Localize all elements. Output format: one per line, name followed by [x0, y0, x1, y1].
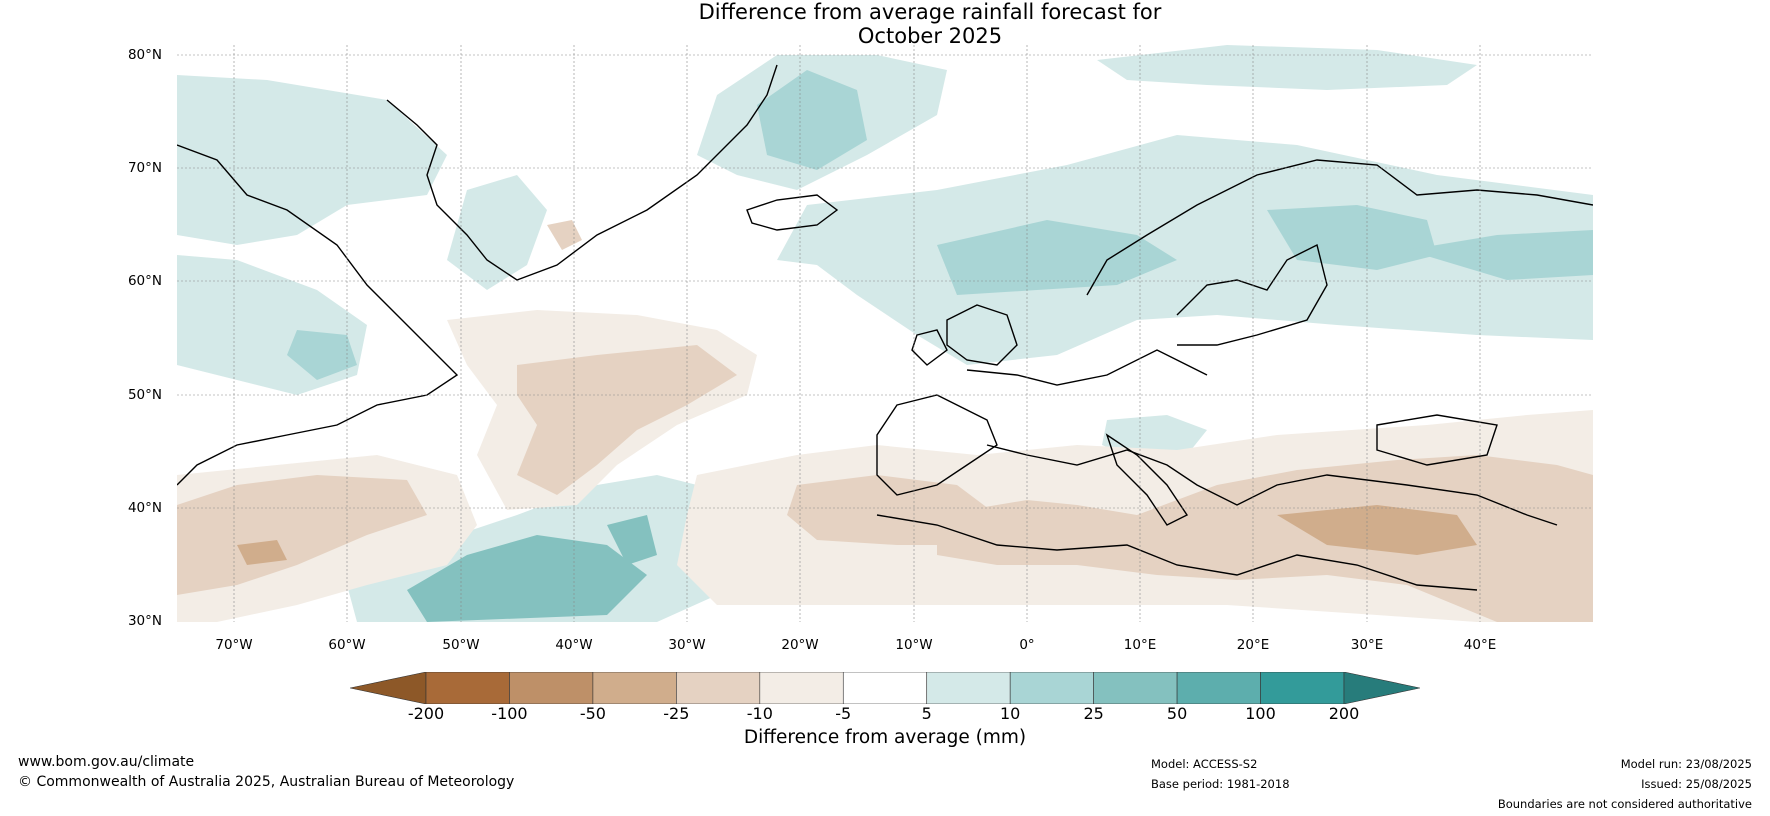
- colorbar-tick-label: -5: [835, 704, 852, 723]
- dry-region-newfoundland-south-core2: [237, 540, 287, 565]
- coastlines: [177, 64, 1593, 591]
- coastline-north-africa: [876, 514, 1478, 591]
- wet-region-barents: [1097, 45, 1477, 90]
- colorbar-tick-label: 50: [1166, 704, 1188, 723]
- wet-region-russia-east: [1407, 230, 1593, 280]
- coastline-north-america: [177, 144, 459, 486]
- colorbar-segment: [676, 672, 761, 704]
- lon-label-60w: 60°W: [328, 637, 366, 653]
- lat-label-30n: 30°N: [127, 613, 162, 629]
- colorbar-tick-label: -200: [407, 704, 445, 723]
- colorbar-segment: [1093, 672, 1178, 704]
- coastline-italy: [1105, 433, 1189, 526]
- lat-label-70n: 70°N: [127, 160, 162, 176]
- colorbar-segments: [425, 672, 1345, 704]
- colorbar-segment: [592, 672, 677, 704]
- footer-base-period: Base period: 1981-2018: [1151, 777, 1290, 791]
- colorbar-tick-label: 25: [1083, 704, 1104, 723]
- dry-region-greenland-spot: [547, 220, 582, 250]
- colorbar-tick-label: 100: [1245, 704, 1276, 723]
- colorbar-label: Difference from average (mm): [743, 727, 1027, 748]
- coastline-europe-west: [966, 349, 1208, 386]
- graticule: [177, 45, 1593, 622]
- wet-region-scandinavia-core: [937, 220, 1177, 295]
- lat-label-50n: 50°N: [127, 387, 162, 403]
- colorbar-segment: [1260, 672, 1345, 704]
- dry-anomaly-regions: [177, 220, 1593, 622]
- coastline-scandinavia: [1086, 159, 1593, 296]
- colorbar-segment: [509, 672, 594, 704]
- coastline-greenland: [386, 64, 778, 281]
- coastline-ireland: [911, 329, 948, 366]
- lat-label-60n: 60°N: [127, 273, 162, 289]
- wet-region-atlantic-south-core: [407, 535, 647, 622]
- dry-region-north-africa-core: [937, 455, 1593, 622]
- colorbar-segment: [1009, 672, 1094, 704]
- lon-label-0: 0°: [1019, 637, 1035, 653]
- colorbar-segment: [425, 672, 510, 704]
- lon-label-70w: 70°W: [215, 637, 253, 653]
- lon-label-40e: 40°E: [1463, 637, 1497, 653]
- lon-label-10w: 10°W: [895, 637, 933, 653]
- lon-label-30w: 30°W: [668, 637, 706, 653]
- wet-anomaly-regions: [177, 45, 1593, 622]
- lon-label-20w: 20°W: [781, 637, 819, 653]
- lon-label-50w: 50°W: [442, 637, 480, 653]
- coastline-britain: [946, 304, 1018, 366]
- colorbar: [350, 672, 1420, 704]
- colorbar-segment: [842, 672, 928, 704]
- colorbar-tick-label: -25: [663, 704, 690, 723]
- wet-region-canada-arctic: [177, 75, 447, 245]
- wet-region-labrador-core: [287, 330, 357, 380]
- lon-label-40w: 40°W: [555, 637, 593, 653]
- coastline-med-north: [986, 444, 1558, 526]
- footer-disclaimer: Boundaries are not considered authoritat…: [1497, 797, 1752, 811]
- footer-model: Model: ACCESS-S2: [1151, 757, 1258, 771]
- coastline-iberia: [876, 394, 998, 496]
- lon-label-30e: 30°E: [1350, 637, 1384, 653]
- footer-copyright: © Commonwealth of Australia 2025, Austra…: [18, 774, 515, 790]
- coastline-scandinavia-south: [1176, 243, 1328, 346]
- map-title: Difference from average rainfall forecas…: [0, 0, 1770, 48]
- coastline-iceland: [746, 194, 839, 231]
- wet-region-greenland-east-core: [757, 70, 867, 170]
- lat-label-40n: 40°N: [127, 500, 162, 516]
- coastline-black-sea: [1376, 414, 1498, 466]
- colorbar-tick-label: -50: [579, 704, 606, 723]
- footer-website: www.bom.gov.au/climate: [18, 754, 195, 770]
- colorbar-tick-label: 10: [999, 704, 1021, 723]
- wet-region-atlantic-south-core2: [607, 515, 657, 565]
- footer-issued: Issued: 25/08/2025: [1641, 777, 1752, 791]
- colorbar-tick-label: -100: [491, 704, 528, 723]
- colorbar-segment: [759, 672, 844, 704]
- wet-region-finland-core: [1267, 205, 1437, 270]
- rainfall-anomaly-map: [177, 45, 1593, 622]
- lon-label-20e: 20°E: [1236, 637, 1270, 653]
- lat-label-80n: 80°N: [127, 47, 162, 63]
- dry-region-midatlantic-core: [517, 345, 737, 495]
- colorbar-tick-label: -10: [746, 704, 773, 723]
- colorbar-segment: [926, 672, 1011, 704]
- colorbar-under-arrow: [350, 672, 427, 704]
- lon-label-10e: 10°E: [1123, 637, 1157, 653]
- colorbar-tick-label: 5: [921, 704, 932, 723]
- title-line-1: Difference from average rainfall forecas…: [698, 0, 1162, 24]
- footer-model-run: Model run: 23/08/2025: [1620, 757, 1752, 771]
- dry-region-newfoundland-south-core: [177, 475, 427, 595]
- wet-region-scandinavia: [777, 135, 1593, 365]
- colorbar-over-arrow: [1343, 672, 1420, 704]
- colorbar-tick-label: 200: [1328, 704, 1360, 723]
- colorbar-segment: [1176, 672, 1261, 704]
- title-line-2: October 2025: [857, 24, 1003, 48]
- dry-region-east-med-core: [1277, 505, 1477, 555]
- wet-region-greenland-south: [447, 175, 547, 290]
